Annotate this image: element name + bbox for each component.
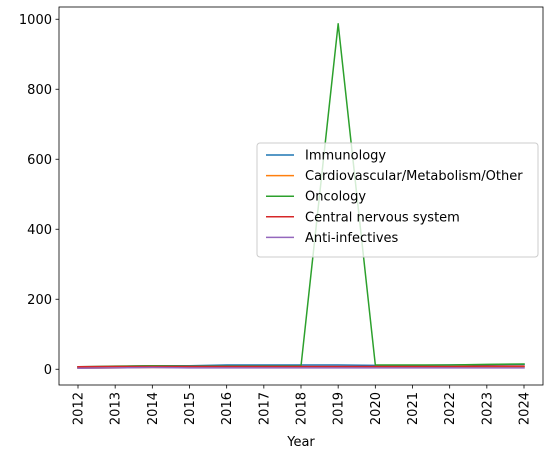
y-tick-label: 400	[27, 223, 52, 238]
series-line-4	[77, 366, 525, 369]
y-tick-label: 200	[27, 293, 52, 308]
series-layer	[77, 23, 525, 369]
legend-label-1: Cardiovascular/Metabolism/Other	[305, 169, 523, 184]
x-tick-label: 2020	[369, 392, 384, 425]
x-tick-label: 2023	[480, 392, 495, 425]
x-tick-label: 2015	[183, 392, 198, 425]
legend-label-0: Immunology	[305, 149, 386, 164]
x-tick-label: 2014	[146, 392, 161, 425]
y-tick-label: 0	[44, 363, 52, 378]
x-tick-label: 2016	[220, 392, 235, 425]
x-axis-title: Year	[286, 435, 315, 450]
y-tick-label: 600	[27, 153, 52, 168]
x-tick-label: 2022	[443, 392, 458, 425]
x-tick-label: 2019	[332, 392, 347, 425]
x-tick-label: 2013	[109, 392, 124, 425]
x-tick-label: 2021	[406, 392, 421, 425]
legend-box	[256, 142, 539, 258]
y-tick-label: 1000	[19, 13, 52, 28]
x-axis: 2012 2013 2014 2015 2016 2017 2018 2019 2020 2021…	[72, 385, 533, 425]
legend: Immunology Cardiovascular/Metabolism/Othe…	[256, 142, 539, 258]
series-line-3	[77, 365, 525, 368]
y-axis: 0 200 400 600 800 1000	[19, 13, 59, 378]
x-tick-label: 2017	[257, 392, 272, 425]
x-tick-label: 2018	[295, 392, 310, 425]
legend-label-2: Oncology	[305, 190, 366, 205]
legend-label-4: Anti-infectives	[305, 231, 399, 246]
x-tick-label: 2012	[72, 392, 87, 425]
y-tick-label: 800	[27, 83, 52, 98]
legend-label-3: Central nervous system	[305, 210, 460, 225]
x-tick-label: 2024	[518, 392, 533, 425]
